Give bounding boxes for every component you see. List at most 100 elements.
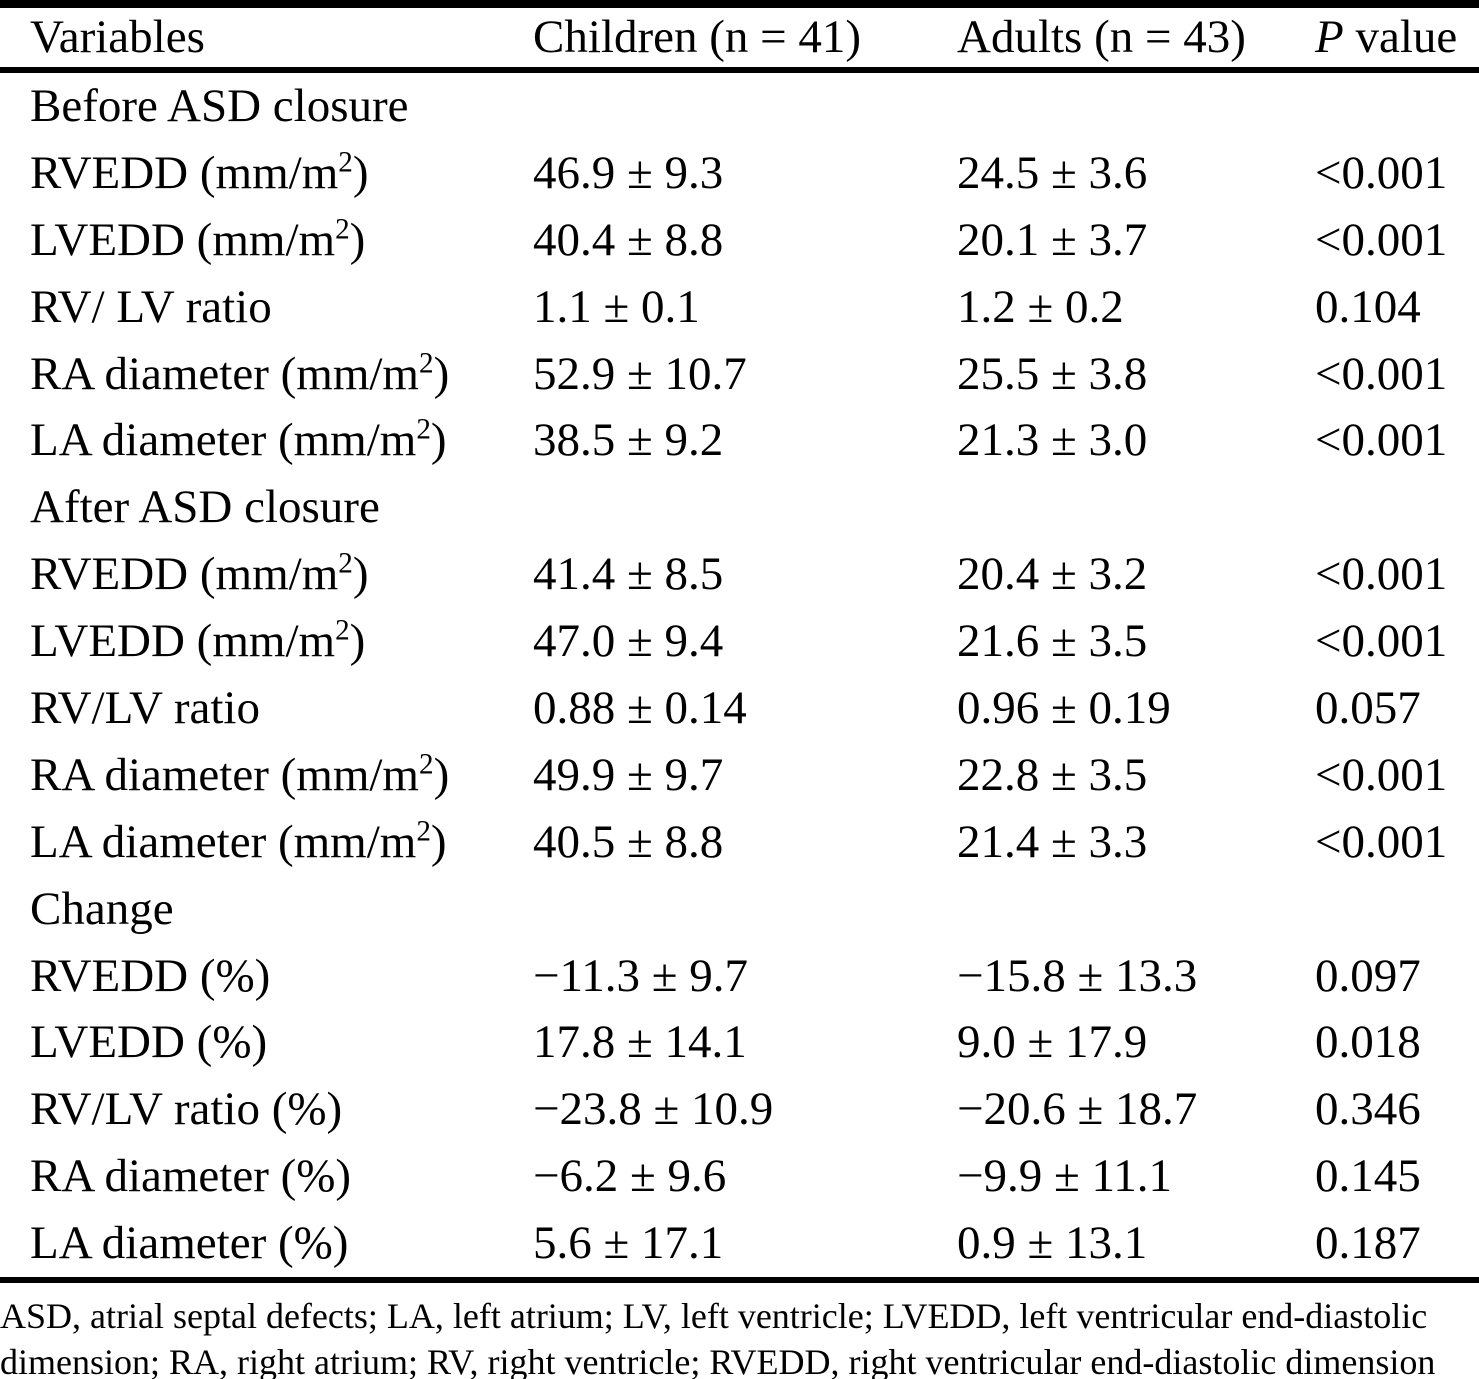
children-value: 40.4 ± 8.8	[533, 213, 724, 266]
variable-label: LVEDD (%)	[30, 1016, 268, 1069]
superscript: 2	[416, 815, 431, 848]
variable-label: LA diameter (%)	[30, 1217, 349, 1270]
variable-label: LA diameter (mm/m2)	[30, 815, 447, 868]
adults-value: 9.0 ± 17.9	[957, 1016, 1148, 1069]
abbreviations-footnote: ASD, atrial septal defects; LA, left atr…	[0, 1283, 1479, 1379]
superscript: 2	[335, 213, 350, 246]
table-row: RVEDD (mm/m2) 41.4 ± 8.5 20.4 ± 3.2 <0.0…	[0, 541, 1479, 608]
superscript: 2	[338, 146, 353, 179]
p-value: <0.001	[1315, 146, 1448, 199]
variable-label: RA diameter (mm/m2)	[30, 748, 450, 801]
adults-value: −20.6 ± 18.7	[957, 1083, 1198, 1136]
table-row: RV/ LV ratio 1.1 ± 0.1 1.2 ± 0.2 0.104	[0, 274, 1479, 341]
children-value: −11.3 ± 9.7	[533, 949, 749, 1002]
variable-label: RV/ LV ratio	[30, 280, 272, 333]
section-title: Change	[30, 882, 174, 935]
adults-value: −15.8 ± 13.3	[957, 949, 1198, 1002]
variable-label: RV/LV ratio (%)	[30, 1083, 343, 1136]
p-value: 0.187	[1315, 1217, 1421, 1270]
variable-label: LVEDD (mm/m2)	[30, 213, 366, 266]
children-value: 49.9 ± 9.7	[533, 748, 724, 801]
variable-label: RV/LV ratio	[30, 681, 260, 734]
section-title: After ASD closure	[30, 481, 380, 534]
superscript: 2	[335, 614, 350, 647]
table-row: RV/LV ratio 0.88 ± 0.14 0.96 ± 0.19 0.05…	[0, 675, 1479, 742]
p-value: 0.097	[1315, 949, 1421, 1002]
table-row: LA diameter (%) 5.6 ± 17.1 0.9 ± 13.1 0.…	[0, 1210, 1479, 1277]
children-value: 41.4 ± 8.5	[533, 548, 724, 601]
table-row: RA diameter (mm/m2) 52.9 ± 10.7 25.5 ± 3…	[0, 341, 1479, 408]
superscript: 2	[419, 748, 434, 781]
section-title: Before ASD closure	[30, 79, 409, 132]
table-row: RVEDD (%) −11.3 ± 9.7 −15.8 ± 13.3 0.097	[0, 943, 1479, 1010]
p-value: 0.018	[1315, 1016, 1421, 1069]
table-row: RVEDD (mm/m2) 46.9 ± 9.3 24.5 ± 3.6 <0.0…	[0, 140, 1479, 207]
variable-label: RVEDD (mm/m2)	[30, 146, 369, 199]
children-value: 52.9 ± 10.7	[533, 347, 747, 400]
variable-label: RVEDD (%)	[30, 949, 271, 1002]
adults-value: −9.9 ± 11.1	[957, 1150, 1173, 1203]
children-value: 5.6 ± 17.1	[533, 1217, 724, 1270]
variable-label: RA diameter (%)	[30, 1150, 352, 1203]
table-row: LVEDD (%) 17.8 ± 14.1 9.0 ± 17.9 0.018	[0, 1009, 1479, 1076]
table-header-row: Variables Children (n = 41) Adults (n = …	[0, 8, 1479, 67]
adults-value: 0.96 ± 0.19	[957, 681, 1171, 734]
table-row: LVEDD (mm/m2) 40.4 ± 8.8 20.1 ± 3.7 <0.0…	[0, 207, 1479, 274]
table-row: RA diameter (mm/m2) 49.9 ± 9.7 22.8 ± 3.…	[0, 742, 1479, 809]
adults-value: 21.3 ± 3.0	[957, 414, 1148, 467]
p-value: 0.145	[1315, 1150, 1421, 1203]
table-row: LA diameter (mm/m2) 38.5 ± 9.2 21.3 ± 3.…	[0, 407, 1479, 474]
variable-label: RVEDD (mm/m2)	[30, 547, 369, 601]
children-value: 1.1 ± 0.1	[533, 280, 700, 333]
children-value: 47.0 ± 9.4	[533, 615, 724, 668]
children-value: 38.5 ± 9.2	[533, 414, 724, 467]
footnote-line-1: ASD, atrial septal defects; LA, left atr…	[0, 1296, 1428, 1337]
p-value: 0.057	[1315, 681, 1421, 734]
adults-value: 20.4 ± 3.2	[957, 548, 1148, 601]
children-value: 46.9 ± 9.3	[533, 146, 724, 199]
column-header-adults: Adults (n = 43)	[957, 11, 1246, 63]
variable-label: LA diameter (mm/m2)	[30, 413, 447, 467]
table-body: Before ASD closure RVEDD (mm/m2) 46.9 ± …	[0, 73, 1479, 1277]
adults-value: 20.1 ± 3.7	[957, 213, 1148, 266]
p-value: <0.001	[1315, 748, 1448, 801]
table-row: LVEDD (mm/m2) 47.0 ± 9.4 21.6 ± 3.5 <0.0…	[0, 608, 1479, 675]
p-value: 0.346	[1315, 1083, 1421, 1136]
variable-label: RA diameter (mm/m2)	[30, 346, 450, 400]
p-value: <0.001	[1315, 213, 1448, 266]
p-value-word: value	[1343, 11, 1458, 63]
table-row: RA diameter (%) −6.2 ± 9.6 −9.9 ± 11.1 0…	[0, 1143, 1479, 1210]
table-row: LA diameter (mm/m2) 40.5 ± 8.8 21.4 ± 3.…	[0, 809, 1479, 876]
p-value: <0.001	[1315, 615, 1448, 668]
p-value: <0.001	[1315, 414, 1448, 467]
p-symbol: P	[1315, 11, 1344, 63]
section-row-before: Before ASD closure	[0, 73, 1479, 140]
adults-value: 21.4 ± 3.3	[957, 815, 1148, 868]
adults-value: 0.9 ± 13.1	[957, 1217, 1148, 1270]
adults-value: 22.8 ± 3.5	[957, 748, 1148, 801]
adults-value: 24.5 ± 3.6	[957, 146, 1148, 199]
adults-value: 21.6 ± 3.5	[957, 615, 1148, 668]
p-value: 0.104	[1315, 280, 1421, 333]
table-row: RV/LV ratio (%) −23.8 ± 10.9 −20.6 ± 18.…	[0, 1076, 1479, 1143]
p-value: <0.001	[1315, 815, 1448, 868]
children-value: 17.8 ± 14.1	[533, 1016, 747, 1069]
superscript: 2	[416, 413, 431, 446]
superscript: 2	[419, 346, 434, 379]
children-value: 0.88 ± 0.14	[533, 681, 747, 734]
variable-label: LVEDD (mm/m2)	[30, 614, 366, 668]
section-row-change: Change	[0, 876, 1479, 943]
footnote-line-2: dimension; RA, right atrium; RV, right v…	[0, 1342, 1436, 1379]
superscript: 2	[338, 547, 353, 580]
column-header-p-value: P value	[1315, 14, 1479, 61]
children-value: −23.8 ± 10.9	[533, 1083, 774, 1136]
children-value: −6.2 ± 9.6	[533, 1150, 727, 1203]
header-rule	[0, 67, 1479, 73]
p-value: <0.001	[1315, 548, 1448, 601]
children-value: 40.5 ± 8.8	[533, 815, 724, 868]
adults-value: 1.2 ± 0.2	[957, 280, 1124, 333]
column-header-variables: Variables	[30, 11, 205, 63]
p-value: <0.001	[1315, 347, 1448, 400]
section-row-after: After ASD closure	[0, 474, 1479, 541]
